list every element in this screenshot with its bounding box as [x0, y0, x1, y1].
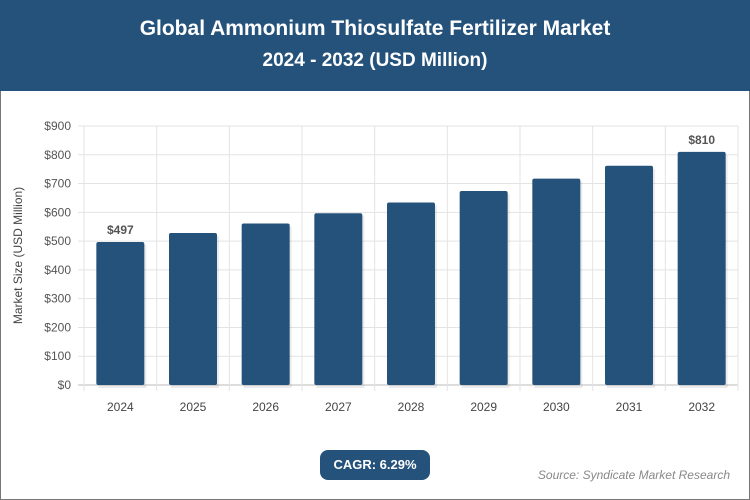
- y-tick-label: $900: [44, 119, 71, 133]
- x-tick-label: 2028: [398, 400, 425, 414]
- y-tick-label: $600: [44, 205, 71, 219]
- x-tick-label: 2027: [325, 400, 352, 414]
- y-tick-label: $500: [44, 234, 71, 248]
- x-tick-label: 2031: [616, 400, 643, 414]
- x-tick-label: 2024: [107, 400, 134, 414]
- bar-2027: [314, 213, 363, 385]
- data-label: $497: [107, 223, 134, 237]
- chart-title: Global Ammonium Thiosulfate Fertilizer M…: [139, 17, 611, 40]
- bar-2025: [169, 233, 217, 385]
- y-axis-label: Market Size (USD Million): [11, 187, 25, 324]
- x-tick-label: 2030: [543, 400, 570, 414]
- x-tick-label: 2029: [470, 400, 497, 414]
- bar-2032: [677, 151, 726, 385]
- bar-2031: [605, 165, 653, 385]
- bar-2028: [387, 202, 435, 385]
- data-label: $810: [688, 133, 715, 147]
- x-tick-label: 2026: [252, 400, 279, 414]
- y-tick-label: $300: [44, 292, 71, 306]
- y-tick-label: $0: [58, 378, 72, 392]
- bar-2026: [241, 223, 290, 385]
- x-tick-label: 2025: [180, 400, 207, 414]
- bar-2024: [96, 241, 145, 385]
- cagr-badge: CAGR: 6.29%: [320, 450, 430, 480]
- chart-header: Global Ammonium Thiosulfate Fertilizer M…: [0, 0, 750, 91]
- y-tick-label: $800: [44, 148, 71, 162]
- y-tick-label: $200: [44, 320, 71, 334]
- y-tick-label: $400: [44, 263, 71, 277]
- bar-2030: [532, 178, 581, 385]
- y-tick-label: $100: [44, 349, 71, 363]
- chart-subtitle: 2024 - 2032 (USD Million): [262, 50, 488, 71]
- bar-2029: [459, 191, 508, 385]
- y-tick-label: $700: [44, 177, 71, 191]
- x-tick-label: 2032: [688, 400, 715, 414]
- source-note: Source: Syndicate Market Research: [537, 468, 730, 482]
